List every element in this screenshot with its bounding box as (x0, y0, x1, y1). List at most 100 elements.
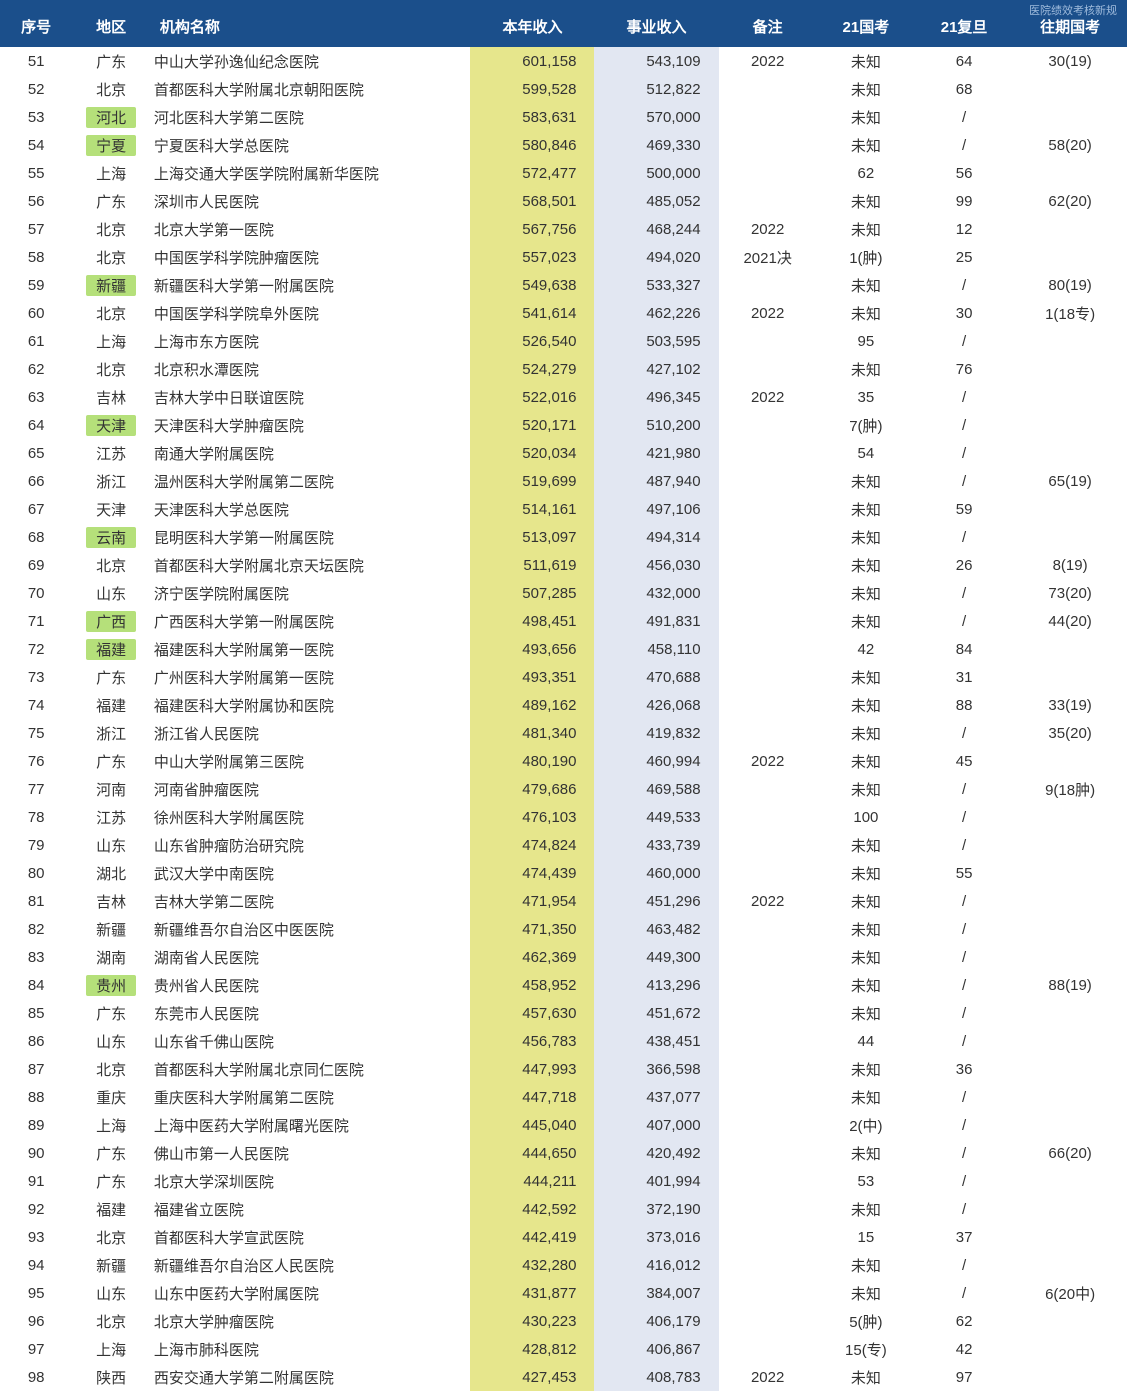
cell-seq: 86 (0, 1027, 72, 1055)
table-row: 90广东佛山市第一人民医院444,650420,492未知/66(20) (0, 1139, 1127, 1167)
table-row: 67天津天津医科大学总医院514,161497,106未知59 (0, 495, 1127, 523)
table-row: 66浙江温州医科大学附属第二医院519,699487,940未知/65(19) (0, 467, 1127, 495)
cell-revenue: 430,223 (470, 1307, 594, 1335)
cell-note: 2022 (719, 47, 817, 75)
cell-seq: 72 (0, 635, 72, 663)
cell-note (719, 635, 817, 663)
cell-name: 福建省立医院 (150, 1195, 471, 1223)
cell-note (719, 1251, 817, 1279)
cell-seq: 76 (0, 747, 72, 775)
cell-note (719, 1167, 817, 1195)
cell-note (719, 1139, 817, 1167)
table-row: 95山东山东中医药大学附属医院431,877384,007未知/6(20中) (0, 1279, 1127, 1307)
cell-region: 广西 (72, 607, 150, 635)
cell-name: 济宁医学院附属医院 (150, 579, 471, 607)
cell-business-income: 406,179 (594, 1307, 718, 1335)
cell-note (719, 1307, 817, 1335)
cell-prev-guokao: 6(20中) (1013, 1279, 1127, 1307)
cell-business-income: 494,020 (594, 243, 718, 271)
cell-seq: 88 (0, 1083, 72, 1111)
cell-fudan: 37 (915, 1223, 1013, 1251)
cell-fudan: 45 (915, 747, 1013, 775)
cell-fudan: / (915, 999, 1013, 1027)
cell-business-income: 451,672 (594, 999, 718, 1027)
cell-guokao: 未知 (817, 271, 915, 299)
cell-revenue: 507,285 (470, 579, 594, 607)
cell-guokao: 未知 (817, 495, 915, 523)
cell-fudan: / (915, 1195, 1013, 1223)
cell-prev-guokao (1013, 1223, 1127, 1251)
cell-fudan: / (915, 103, 1013, 131)
cell-guokao: 未知 (817, 75, 915, 103)
cell-fudan: / (915, 831, 1013, 859)
table-row: 56广东深圳市人民医院568,501485,052未知9962(20) (0, 187, 1127, 215)
cell-name: 北京积水潭医院 (150, 355, 471, 383)
hospital-ranking-table: 序号 地区 机构名称 本年收入 事业收入 备注 21国考 21复旦 往期国考 5… (0, 6, 1127, 1391)
cell-seq: 59 (0, 271, 72, 299)
cell-business-income: 460,994 (594, 747, 718, 775)
cell-business-income: 533,327 (594, 271, 718, 299)
cell-seq: 53 (0, 103, 72, 131)
col-note: 备注 (719, 6, 817, 47)
cell-guokao: 未知 (817, 831, 915, 859)
cell-revenue: 493,656 (470, 635, 594, 663)
cell-business-income: 503,595 (594, 327, 718, 355)
cell-revenue: 462,369 (470, 943, 594, 971)
cell-fudan: 64 (915, 47, 1013, 75)
table-row: 70山东济宁医学院附属医院507,285432,000未知/73(20) (0, 579, 1127, 607)
cell-business-income: 463,482 (594, 915, 718, 943)
cell-name: 徐州医科大学附属医院 (150, 803, 471, 831)
cell-name: 上海市肺科医院 (150, 1335, 471, 1363)
cell-business-income: 496,345 (594, 383, 718, 411)
cell-fudan: / (915, 775, 1013, 803)
cell-prev-guokao (1013, 383, 1127, 411)
cell-business-income: 416,012 (594, 1251, 718, 1279)
cell-revenue: 428,812 (470, 1335, 594, 1363)
cell-name: 北京大学肿瘤医院 (150, 1307, 471, 1335)
cell-revenue: 447,993 (470, 1055, 594, 1083)
cell-name: 北京大学深圳医院 (150, 1167, 471, 1195)
cell-guokao: 2(中) (817, 1111, 915, 1139)
cell-guokao: 7(肿) (817, 411, 915, 439)
cell-region: 北京 (72, 299, 150, 327)
cell-fudan: 56 (915, 159, 1013, 187)
table-row: 59新疆新疆医科大学第一附属医院549,638533,327未知/80(19) (0, 271, 1127, 299)
cell-prev-guokao (1013, 1363, 1127, 1391)
cell-region: 吉林 (72, 383, 150, 411)
cell-revenue: 557,023 (470, 243, 594, 271)
table-row: 68云南昆明医科大学第一附属医院513,097494,314未知/ (0, 523, 1127, 551)
cell-business-income: 460,000 (594, 859, 718, 887)
cell-seq: 61 (0, 327, 72, 355)
cell-note (719, 663, 817, 691)
cell-revenue: 481,340 (470, 719, 594, 747)
cell-prev-guokao: 65(19) (1013, 467, 1127, 495)
cell-note (719, 775, 817, 803)
cell-fudan: / (915, 1251, 1013, 1279)
cell-guokao: 未知 (817, 299, 915, 327)
cell-revenue: 572,477 (470, 159, 594, 187)
cell-seq: 70 (0, 579, 72, 607)
cell-region: 河南 (72, 775, 150, 803)
cell-business-income: 406,867 (594, 1335, 718, 1363)
cell-business-income: 458,110 (594, 635, 718, 663)
cell-business-income: 426,068 (594, 691, 718, 719)
cell-prev-guokao (1013, 1027, 1127, 1055)
cell-region: 福建 (72, 1195, 150, 1223)
cell-seq: 78 (0, 803, 72, 831)
cell-name: 深圳市人民医院 (150, 187, 471, 215)
cell-guokao: 未知 (817, 775, 915, 803)
cell-revenue: 442,592 (470, 1195, 594, 1223)
cell-region: 上海 (72, 1335, 150, 1363)
table-row: 63吉林吉林大学中日联谊医院522,016496,345202235/ (0, 383, 1127, 411)
cell-revenue: 458,952 (470, 971, 594, 999)
cell-name: 首都医科大学宣武医院 (150, 1223, 471, 1251)
cell-fudan: 31 (915, 663, 1013, 691)
cell-seq: 64 (0, 411, 72, 439)
cell-note (719, 579, 817, 607)
cell-fudan: / (915, 971, 1013, 999)
cell-region: 新疆 (72, 1251, 150, 1279)
cell-guokao: 未知 (817, 523, 915, 551)
table-row: 92福建福建省立医院442,592372,190未知/ (0, 1195, 1127, 1223)
cell-prev-guokao: 58(20) (1013, 131, 1127, 159)
cell-guokao: 未知 (817, 467, 915, 495)
